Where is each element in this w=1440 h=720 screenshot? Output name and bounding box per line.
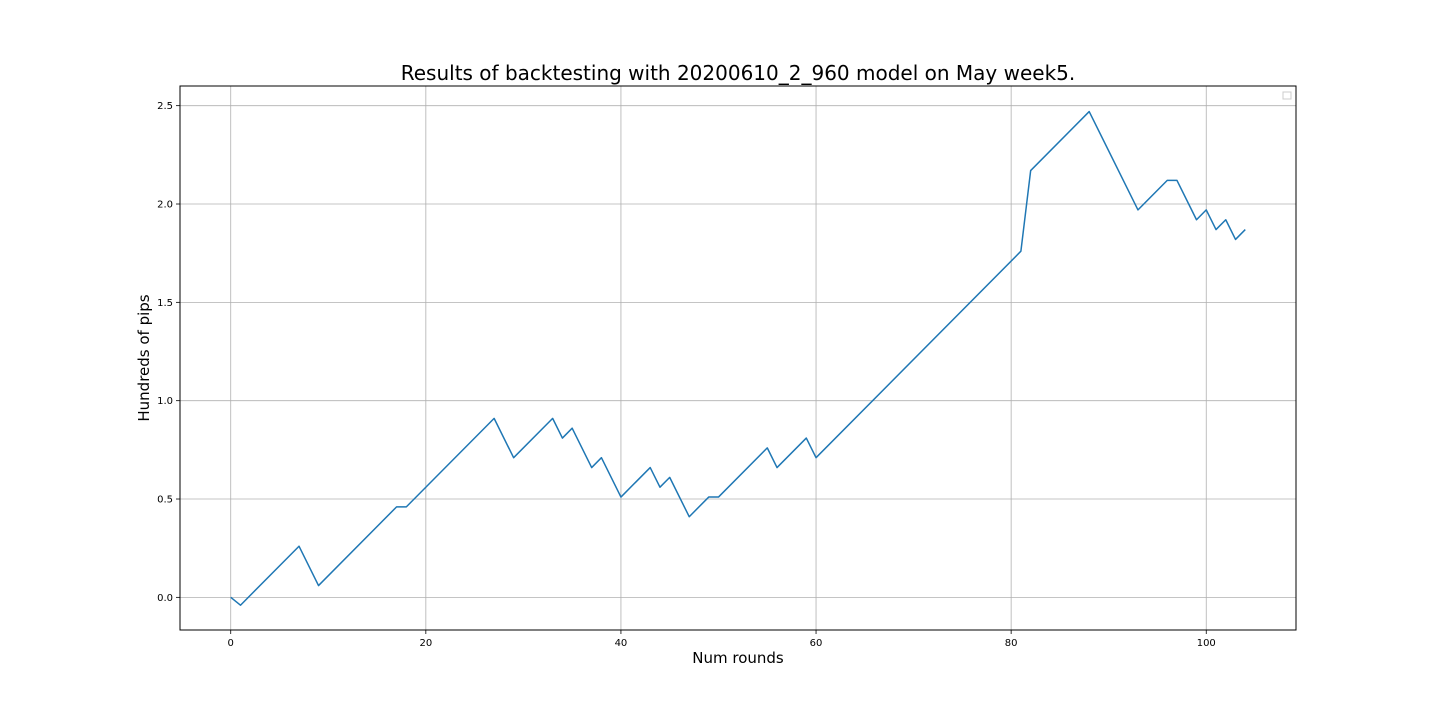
- grid: [180, 86, 1296, 630]
- x-tick-label: 80: [1005, 638, 1018, 649]
- axis-ticks: 0 20 40 60 80 100 0.0 0.5 1.0 1.5 2.0 2.5: [157, 101, 1216, 649]
- legend-box: [1282, 91, 1292, 100]
- plot-frame: [179, 85, 1297, 631]
- series-line: [230, 110, 1246, 606]
- x-tick-label: 100: [1197, 638, 1216, 649]
- y-tick-label: 2.0: [157, 200, 173, 211]
- x-tick-label: 0: [228, 638, 234, 649]
- x-tick-label: 60: [810, 638, 823, 649]
- chart-title: Results of backtesting with 20200610_2_9…: [401, 61, 1076, 85]
- x-tick-label: 20: [419, 638, 432, 649]
- y-tick-label: 1.5: [157, 298, 173, 309]
- y-tick-label: 0.5: [157, 495, 173, 506]
- y-tick-label: 0.0: [157, 593, 173, 604]
- y-tick-label: 2.5: [157, 101, 173, 112]
- x-axis-label: Num rounds: [692, 649, 784, 667]
- x-tick-label: 40: [615, 638, 628, 649]
- y-tick-label: 1.0: [157, 396, 173, 407]
- y-axis-label: Hundreds of pips: [135, 294, 153, 421]
- series-layer: [230, 110, 1246, 606]
